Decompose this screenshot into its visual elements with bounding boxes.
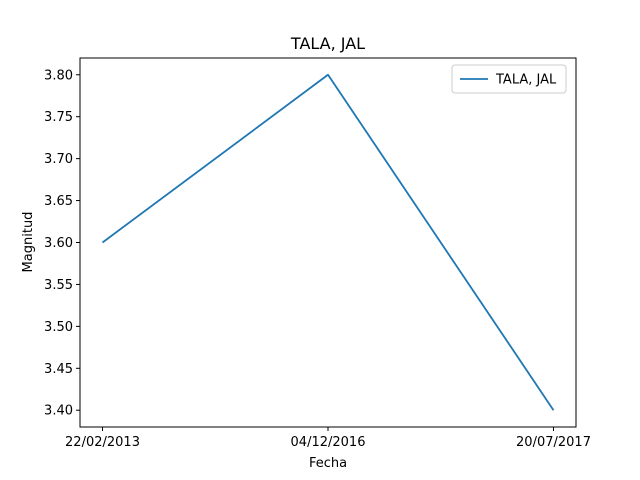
y-tick-label-5: 3.65	[44, 194, 73, 209]
x-axis-label: Fecha	[309, 456, 347, 471]
series-line-0	[101, 73, 555, 411]
y-tick-label-8: 3.80	[44, 68, 73, 83]
y-tick-label-3: 3.55	[44, 278, 73, 293]
axes-frame	[79, 57, 577, 428]
y-tick-label-7: 3.75	[44, 110, 73, 125]
y-tick-label-0: 3.40	[44, 404, 73, 419]
x-tick-label-0: 22/02/2013	[65, 435, 140, 450]
x-tick-label-1: 04/12/2016	[291, 435, 366, 450]
y-tick-label-6: 3.70	[44, 152, 73, 167]
chart-title: TALA, JAL	[290, 34, 365, 53]
legend: TALA, JAL	[451, 64, 567, 94]
y-tick-label-1: 3.45	[44, 362, 73, 377]
legend-box	[451, 64, 567, 94]
y-axis-label: Magnitud	[21, 212, 36, 273]
y-tick-label-2: 3.50	[44, 320, 73, 335]
legend-label-0: TALA, JAL	[495, 73, 557, 88]
y-tick-label-4: 3.60	[44, 236, 73, 251]
x-tick-label-2: 20/07/2017	[516, 435, 591, 450]
plot-area: 3.40 3.45 3.50 3.55 3.60 3.65 3.70 3.75 3.80 22/0…	[44, 57, 591, 450]
